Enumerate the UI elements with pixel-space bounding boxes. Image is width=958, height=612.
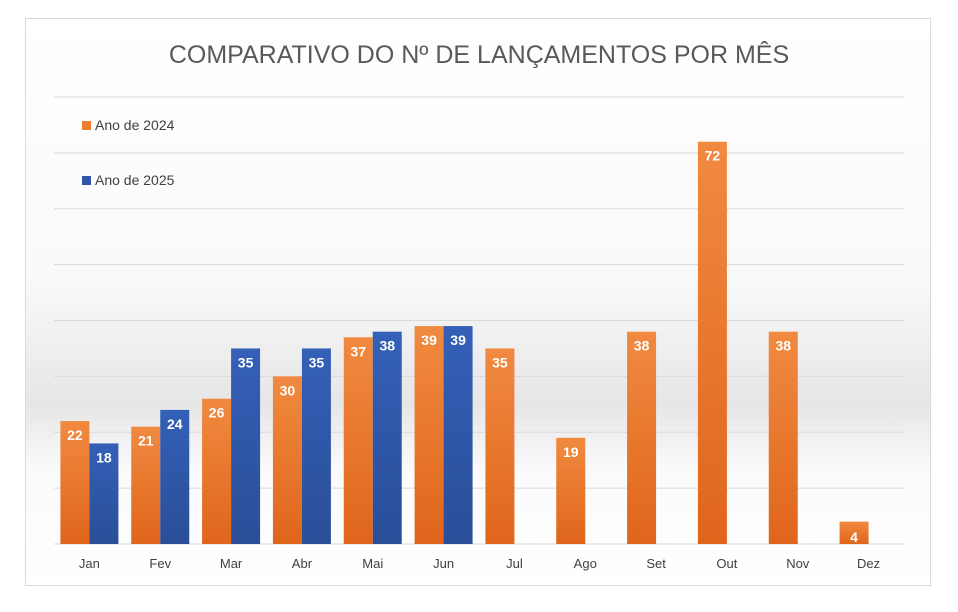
x-tick-label: Nov xyxy=(786,556,810,571)
data-label-2025-jul: 0 xyxy=(525,529,533,545)
data-label-2025-out: 0 xyxy=(738,529,746,545)
data-label-2025-dez: 0 xyxy=(879,529,887,545)
bar-2024-mar xyxy=(202,398,232,544)
x-tick-label: Dez xyxy=(857,556,880,571)
x-axis: Jan Fev Mar Abr Mai Jun Jul Ago Set Out Nov Dez xyxy=(79,556,880,571)
data-label-2025-set: 0 xyxy=(667,529,675,545)
bar-2025-jan xyxy=(89,443,119,544)
data-label-2024-jan: 22 xyxy=(67,427,83,443)
data-label-2025-mar: 35 xyxy=(238,354,254,370)
data-label-2024-out: 72 xyxy=(705,148,721,164)
data-label-2024-jul: 35 xyxy=(492,354,508,370)
bar-2024-ago xyxy=(556,437,586,544)
legend-swatch xyxy=(82,176,91,185)
bar-2024-nov xyxy=(768,331,798,544)
data-label-2024-mai: 37 xyxy=(350,343,366,359)
x-tick-label: Set xyxy=(646,556,666,571)
legend: Ano de 2024 Ano de 2025 xyxy=(82,117,175,188)
bar-2024-fev xyxy=(131,426,161,544)
bar-2024-abr xyxy=(272,376,302,544)
bar-2024-dez xyxy=(839,521,869,544)
bar-2025-abr xyxy=(301,348,331,544)
data-label-2025-mai: 38 xyxy=(379,338,395,354)
data-label-2025-ago: 0 xyxy=(596,529,604,545)
data-label-2024-fev: 21 xyxy=(138,433,154,449)
bar-2024-jun xyxy=(414,326,444,544)
data-label-2024-nov: 38 xyxy=(775,338,791,354)
data-label-2025-fev: 24 xyxy=(167,416,183,432)
x-tick-label: Ago xyxy=(574,556,597,571)
data-label-2024-dez: 4 xyxy=(850,529,858,545)
legend-label: Ano de 2025 xyxy=(95,172,175,188)
legend-swatch xyxy=(82,121,91,130)
x-tick-label: Mar xyxy=(220,556,243,571)
x-tick-label: Jul xyxy=(506,556,523,571)
bar-2024-out xyxy=(697,141,727,544)
bar-2024-mai xyxy=(343,337,373,544)
bar-2025-mar xyxy=(231,348,261,544)
x-tick-label: Abr xyxy=(292,556,313,571)
chart-frame: COMPARATIVO DO Nº DE LANÇAMENTOS POR MÊS… xyxy=(25,18,931,586)
data-label-2024-jun: 39 xyxy=(421,332,437,348)
x-tick-label: Fev xyxy=(149,556,171,571)
bar-2025-fev xyxy=(160,409,190,544)
data-label-2024-ago: 19 xyxy=(563,444,579,460)
bar-2025-jun xyxy=(443,326,473,544)
chart-title: COMPARATIVO DO Nº DE LANÇAMENTOS POR MÊS xyxy=(169,40,789,69)
data-label-2025-abr: 35 xyxy=(309,354,325,370)
bar-chart: COMPARATIVO DO Nº DE LANÇAMENTOS POR MÊS… xyxy=(54,40,904,571)
x-tick-label: Mai xyxy=(362,556,383,571)
data-label-2024-mar: 26 xyxy=(209,405,225,421)
data-label-2024-abr: 30 xyxy=(280,382,296,398)
bars xyxy=(60,141,869,544)
x-tick-label: Jan xyxy=(79,556,100,571)
legend-label: Ano de 2024 xyxy=(95,117,175,133)
data-labels: 22 18 21 24 26 35 30 35 37 38 39 39 35 0 19 0 38 0 72 0 38 0 4… xyxy=(67,148,887,545)
x-tick-label: Jun xyxy=(433,556,454,571)
bar-2024-jul xyxy=(485,348,515,544)
x-tick-label: Out xyxy=(716,556,737,571)
data-label-2025-jan: 18 xyxy=(96,449,112,465)
data-label-2025-jun: 39 xyxy=(450,332,466,348)
data-label-2025-nov: 0 xyxy=(808,529,816,545)
bar-2024-set xyxy=(627,331,657,544)
bar-2025-mai xyxy=(372,331,402,544)
data-label-2024-set: 38 xyxy=(634,338,650,354)
bar-2024-jan xyxy=(60,421,90,544)
gridlines xyxy=(54,96,904,545)
